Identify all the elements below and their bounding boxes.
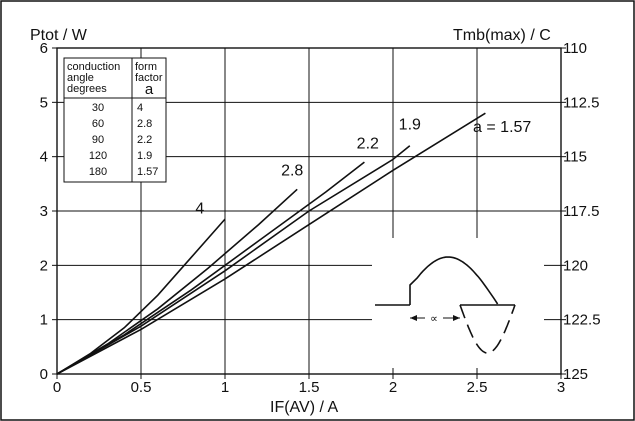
y-tick-label: 4 — [40, 149, 48, 166]
series-label: 2.8 — [281, 163, 303, 180]
x-tick-label: 3 — [557, 379, 565, 396]
y2-tick-label: 120 — [563, 257, 588, 274]
legend-form-cell: 1.57 — [137, 166, 158, 178]
series-label: a = 1.57 — [473, 119, 531, 136]
legend-header-text: a — [145, 81, 154, 98]
legend-header-text: angle — [67, 72, 94, 84]
y2-tick-label: 115 — [563, 149, 587, 166]
x-tick-label: 1 — [221, 379, 229, 396]
series-label: 2.2 — [357, 136, 379, 153]
inset-background — [372, 238, 544, 368]
series-line — [56, 161, 365, 375]
x-tick-label: 0 — [53, 379, 61, 396]
y-axis-label: Ptot / W — [30, 27, 88, 44]
y-tick-label: 5 — [40, 94, 48, 111]
y2-axis-label: Tmb(max) / C — [453, 27, 551, 44]
y2-tick-label: 110 — [563, 40, 587, 57]
inset-symbol-bg — [425, 310, 443, 324]
y-tick-label: 3 — [40, 203, 48, 220]
y2-tick-label: 125 — [563, 366, 588, 383]
y2-tick-label: 122.5 — [563, 312, 601, 329]
series-line — [56, 112, 486, 375]
legend-angle-cell: 30 — [92, 102, 104, 114]
x-tick-label: 0.5 — [131, 379, 152, 396]
legend-form-cell: 2.2 — [137, 134, 152, 146]
curves: 4 2.8 2.2 1.9 a = 1.57 — [56, 112, 531, 375]
y2-tick-label: 117.5 — [563, 203, 599, 220]
inset-angle-symbol: ∝ — [430, 313, 438, 325]
legend-table-border — [63, 57, 167, 183]
legend-form-cell: 1.9 — [137, 150, 152, 162]
inset-negative-halfwave — [459, 304, 516, 354]
legend-form-cell: 4 — [137, 102, 143, 114]
ticks: 0 0.5 1 1.5 2 2.5 30123456125122.5120117.51151… — [40, 40, 601, 396]
x-tick-label: 2.5 — [467, 379, 488, 396]
legend-header-text: degrees — [67, 83, 107, 95]
inset-arrow-head-right — [453, 315, 460, 321]
series-line — [56, 188, 298, 375]
inset-positive-halfwave — [409, 256, 499, 305]
series-label: 1.9 — [399, 117, 421, 134]
legend-form-cell: 2.8 — [137, 118, 152, 130]
x-tick-label: 1.5 — [299, 379, 320, 396]
legend-angle-cell: 90 — [92, 134, 104, 146]
y2-tick-label: 112.5 — [563, 94, 599, 111]
x-axis-label: IF(AV) / A — [270, 399, 338, 416]
legend-angle-cell: 120 — [89, 150, 107, 162]
x-tick-label: 2 — [389, 379, 397, 396]
y-tick-label: 2 — [40, 257, 48, 274]
waveform-inset: ∝ — [372, 238, 544, 368]
legend-header-text: factor — [135, 72, 163, 84]
y-tick-label: 1 — [40, 312, 48, 329]
legend-header-text: conduction — [67, 61, 120, 73]
y-tick-label: 6 — [40, 40, 48, 57]
legend-angle-cell: 60 — [92, 118, 104, 130]
series-line — [56, 145, 411, 375]
legend-header-text: form — [135, 61, 157, 73]
inset-arrow-head-left — [410, 315, 417, 321]
series-label: 4 — [195, 201, 204, 218]
legend-angle-cell: 180 — [89, 166, 107, 178]
y-tick-label: 0 — [40, 366, 48, 383]
